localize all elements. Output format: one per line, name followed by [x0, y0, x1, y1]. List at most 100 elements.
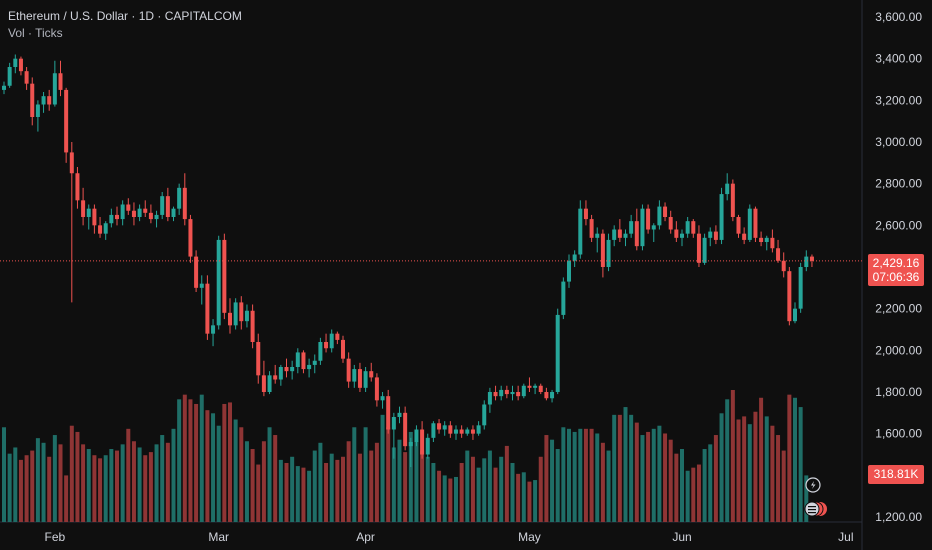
candle — [374, 373, 379, 407]
candle-body — [544, 392, 549, 399]
candle — [160, 192, 165, 220]
candle-body — [137, 208, 142, 217]
candle — [329, 329, 334, 353]
candle — [177, 183, 182, 215]
candle — [64, 87, 69, 163]
candle — [352, 364, 357, 388]
volume-bar — [713, 435, 718, 522]
candle — [211, 319, 216, 347]
volume-bar — [516, 473, 521, 522]
candle — [148, 204, 153, 224]
volume-bar — [318, 442, 323, 522]
candle — [250, 304, 255, 349]
candle-body — [730, 183, 735, 217]
candle-body — [199, 283, 204, 288]
candle — [194, 250, 199, 292]
candle-body — [165, 196, 170, 217]
volume-indicator-label[interactable]: Vol · Ticks — [8, 26, 63, 40]
candle — [606, 233, 611, 272]
volume-bar — [696, 464, 701, 522]
candle-body — [403, 412, 408, 447]
candle-body — [391, 417, 396, 430]
candle — [629, 214, 634, 238]
price-tick-label: 3,600.00 — [875, 10, 922, 24]
candle — [674, 221, 679, 242]
volume-bar — [273, 435, 278, 522]
volume-bar — [357, 453, 362, 522]
candle-body — [109, 214, 114, 224]
volume-bar — [499, 456, 504, 522]
time-axis[interactable]: Feb Mar Apr May Jun Jul — [45, 530, 854, 544]
candle-body — [318, 342, 323, 361]
volume-bar — [634, 422, 639, 522]
volume-bar — [216, 425, 221, 522]
candle — [770, 229, 775, 253]
candle — [809, 254, 814, 267]
candle — [442, 421, 447, 436]
volume-bar — [233, 419, 238, 522]
candle-body — [194, 256, 199, 288]
candle — [696, 225, 701, 267]
symbol-title[interactable]: Ethereum / U.S. Dollar · 1D · CAPITALCOM — [8, 9, 242, 23]
candle — [307, 358, 312, 378]
candle-body — [578, 208, 583, 255]
candle — [544, 387, 549, 401]
volume-bar — [58, 444, 63, 522]
volume-bar — [188, 399, 193, 522]
candle-body — [143, 208, 148, 213]
volume-bar — [341, 456, 345, 522]
candle — [290, 360, 295, 380]
candle-body — [188, 219, 193, 257]
volume-bar — [35, 438, 40, 522]
candle — [41, 92, 46, 113]
candle — [533, 383, 538, 395]
candle — [256, 333, 261, 384]
price-tick-label: 2,000.00 — [875, 343, 922, 357]
volume-bar — [606, 450, 611, 522]
candle — [465, 427, 470, 436]
candle-body — [793, 308, 797, 322]
candle-body — [493, 392, 498, 397]
volume-bar — [380, 414, 385, 522]
candle — [651, 223, 656, 242]
candle-body — [7, 67, 12, 86]
candle-body — [160, 196, 165, 215]
volume-bar — [228, 402, 232, 522]
candle-body — [708, 231, 713, 238]
candle — [578, 200, 583, 259]
volume-bar — [572, 431, 577, 522]
candle — [380, 392, 385, 409]
volume-bar — [420, 450, 425, 522]
candle-body — [634, 221, 639, 247]
volume-bar — [691, 467, 696, 522]
candle — [730, 179, 735, 222]
candle-body — [487, 392, 492, 405]
candle-body — [798, 267, 803, 309]
candle — [804, 250, 809, 272]
volume-bar — [137, 447, 142, 522]
candle-body — [222, 239, 227, 313]
alert-icon[interactable] — [805, 477, 821, 493]
volume-bar — [600, 442, 605, 522]
candle — [318, 337, 323, 365]
volume-bar — [103, 455, 108, 522]
volume-bar — [730, 390, 735, 522]
volume-bar — [374, 442, 379, 522]
volume-bar — [623, 407, 628, 522]
candle — [663, 202, 668, 222]
candle-body — [64, 89, 69, 153]
candle-body — [148, 212, 153, 220]
candle — [182, 173, 187, 226]
candle — [24, 67, 29, 90]
volume-bar — [261, 441, 266, 522]
volume-bar — [651, 428, 656, 522]
candle-body — [510, 392, 515, 395]
candle — [81, 187, 86, 226]
candle-body — [374, 377, 379, 401]
chart-legend: Ethereum / U.S. Dollar · 1D · CAPITALCOM… — [8, 8, 242, 42]
events-icon[interactable] — [804, 501, 827, 517]
candle-body — [527, 385, 532, 388]
volume-bar — [41, 442, 46, 522]
volume-bar — [131, 441, 136, 522]
